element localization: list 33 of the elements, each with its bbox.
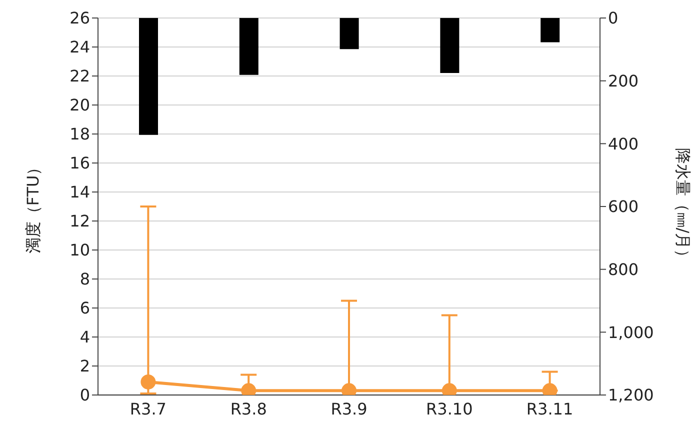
x-tick-label: R3.8 (230, 399, 267, 418)
bar (440, 18, 460, 73)
x-tick-label: R3.9 (330, 399, 368, 418)
y2-tick-label: 1,200 (608, 386, 654, 405)
x-tick-label: R3.11 (526, 399, 574, 418)
bar (139, 18, 158, 135)
bar (340, 18, 359, 50)
y2-tick-label: 400 (608, 134, 639, 154)
y-tick-label: 10 (70, 240, 90, 260)
y2-tick-label: 0 (608, 8, 618, 28)
y-tick-label: 6 (80, 298, 90, 318)
y-tick-label: 22 (70, 66, 90, 86)
y-tick-label: 26 (70, 8, 90, 28)
y-tick-label: 14 (70, 182, 90, 202)
y2-tick-label: 1,000 (608, 322, 654, 342)
x-tick-label: R3.7 (130, 399, 166, 418)
y-tick-label: 24 (70, 38, 90, 57)
y-tick-label: 0 (80, 386, 90, 405)
y2-tick-label: 800 (608, 260, 639, 280)
y-tick-label: 18 (70, 124, 90, 144)
y-tick-label: 8 (80, 270, 90, 289)
y-tick-label: 4 (80, 328, 90, 347)
y-tick-label: 20 (70, 96, 90, 115)
bar (239, 18, 258, 75)
y-axis-title: 濁度（FTU） (24, 159, 43, 254)
y2-tick-label: 200 (608, 72, 639, 91)
y2-axis-title: 降水量（㎜/月） (673, 148, 692, 266)
y2-tick-label: 600 (608, 197, 639, 216)
x-tick-label: R3.10 (426, 399, 473, 418)
y-tick-label: 16 (70, 154, 90, 173)
y-tick-label: 2 (80, 356, 90, 376)
y-tick-label: 12 (70, 212, 90, 231)
bar (540, 18, 560, 42)
